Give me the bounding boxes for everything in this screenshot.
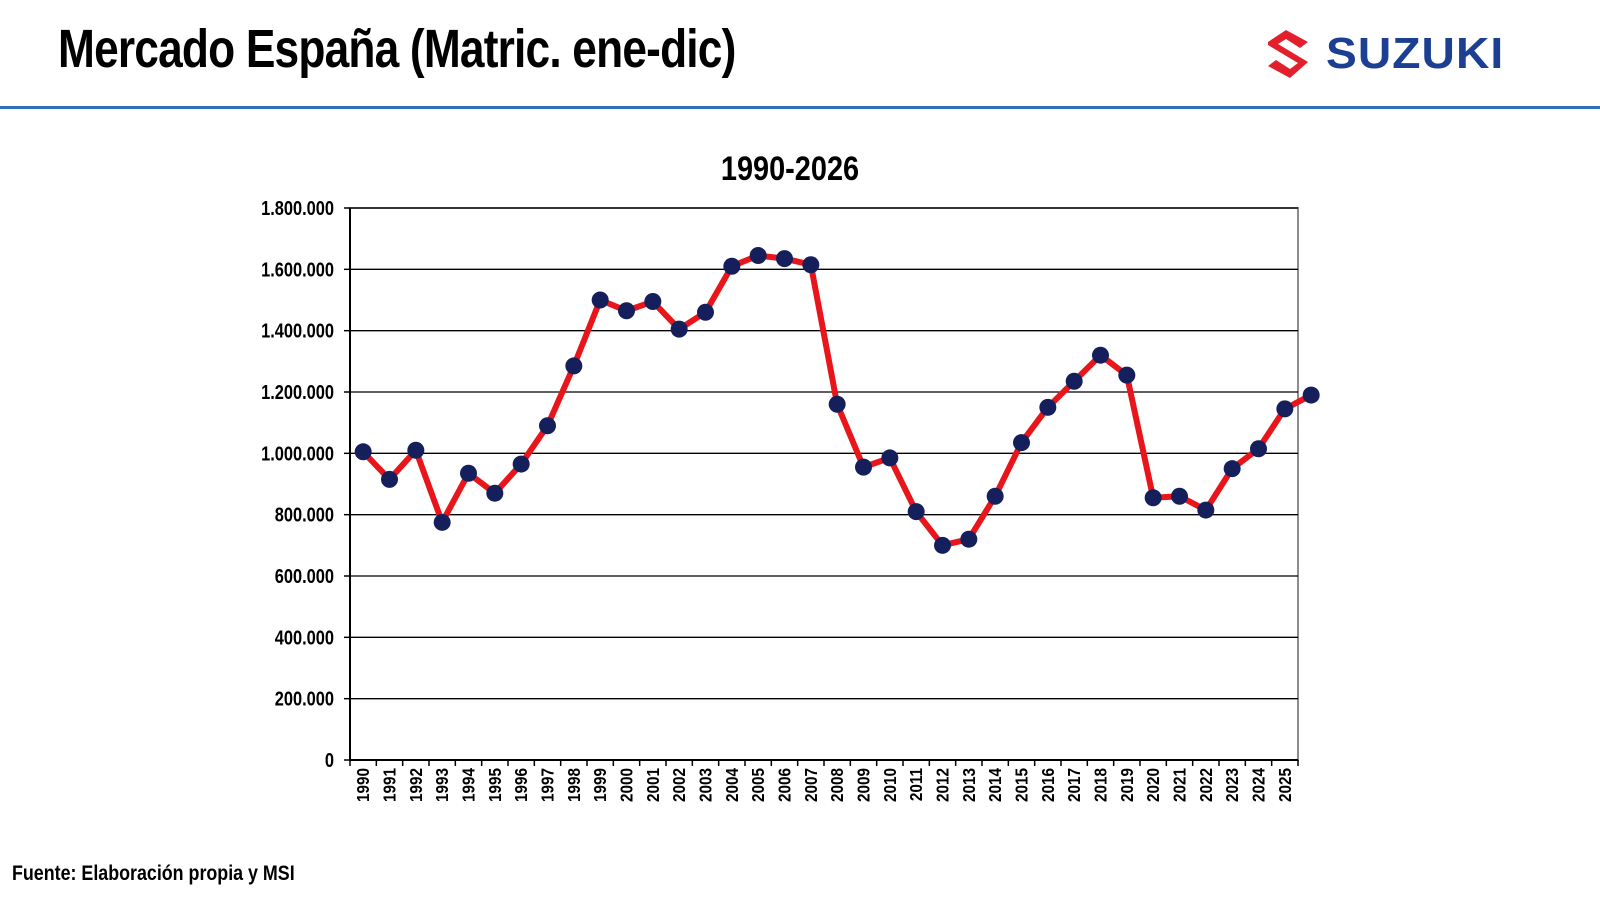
- data-point: [802, 256, 820, 274]
- data-point: [855, 458, 872, 476]
- x-tick-label: 2023: [1222, 768, 1242, 802]
- data-point: [828, 395, 846, 413]
- x-tick-label: 2016: [1038, 768, 1058, 802]
- data-point: [986, 487, 1004, 505]
- data-point: [1171, 487, 1188, 505]
- data-point: [618, 302, 635, 320]
- data-point: [749, 247, 767, 265]
- data-point: [512, 455, 530, 473]
- chart-title: 1990-2026: [721, 149, 859, 188]
- series-group: [354, 247, 1320, 554]
- data-point: [591, 291, 609, 309]
- x-tick-label: 2025: [1275, 768, 1295, 802]
- x-tick-label: 2022: [1196, 768, 1216, 802]
- y-tick-label: 1.400.000: [261, 319, 334, 342]
- x-tick-label: 2017: [1064, 768, 1084, 802]
- data-point: [1302, 386, 1320, 404]
- suzuki-s-logo-icon: [1268, 30, 1308, 78]
- x-tick-label: 2020: [1143, 768, 1163, 802]
- x-tick-label: 2005: [748, 768, 768, 802]
- plot-area: [349, 207, 1299, 761]
- data-point: [1250, 440, 1267, 458]
- y-tick-label: 1.200.000: [261, 380, 334, 403]
- data-point: [934, 536, 951, 554]
- x-tick-label: 2018: [1090, 768, 1110, 802]
- data-point: [1144, 489, 1162, 507]
- x-tick-label: 1995: [485, 768, 505, 802]
- x-tick-label: 1996: [511, 768, 531, 802]
- data-point: [881, 449, 899, 467]
- data-point: [381, 470, 398, 488]
- y-tick-label: 200.000: [275, 687, 334, 710]
- data-point: [1039, 398, 1057, 416]
- x-tick-label: 2010: [880, 768, 900, 802]
- x-tick-label: 2012: [932, 768, 952, 802]
- x-tick-label: 1997: [537, 768, 557, 802]
- x-tick-label: 2021: [1169, 768, 1189, 802]
- x-tick-label: 1991: [379, 768, 399, 802]
- data-point: [565, 357, 583, 375]
- x-tick-label: 2013: [959, 768, 979, 802]
- x-tick-label: 1998: [564, 768, 584, 802]
- grid-lines: [349, 207, 1299, 761]
- data-point: [1197, 501, 1215, 519]
- y-tick-label: 1.000.000: [261, 442, 334, 465]
- y-tick-label: 0: [325, 748, 334, 771]
- data-point: [907, 503, 925, 521]
- x-tick-label: 1999: [590, 768, 610, 802]
- source-note: Fuente: Elaboración propia y MSI: [12, 862, 295, 885]
- data-point: [697, 303, 714, 321]
- data-point: [1118, 366, 1136, 384]
- x-tick-label: 2011: [906, 768, 926, 801]
- x-tick-label: 2007: [801, 768, 821, 802]
- x-tick-label: 2009: [853, 768, 873, 802]
- data-point: [1065, 372, 1083, 390]
- data-point: [1276, 400, 1294, 418]
- brand-name: SUZUKI: [1326, 29, 1505, 78]
- page-title: Mercado España (Matric. ene-dic): [58, 19, 736, 79]
- x-tick-label: 2002: [669, 768, 689, 802]
- x-tick-label: 2014: [985, 767, 1005, 802]
- x-tick-label: 2003: [695, 768, 715, 802]
- x-tick-label: 1994: [458, 767, 478, 802]
- data-point: [1223, 460, 1241, 478]
- x-tick-label: 2001: [643, 768, 663, 802]
- y-axis-ticks: 0 200.000 400.000 600.000 800.000 1.000.000 1.…: [261, 196, 350, 771]
- data-point: [486, 484, 504, 502]
- data-point: [539, 417, 556, 435]
- y-tick-label: 1.600.000: [261, 258, 334, 281]
- data-point: [1013, 434, 1030, 452]
- data-point: [460, 464, 477, 482]
- y-tick-label: 800.000: [275, 503, 334, 526]
- x-tick-label: 2000: [616, 768, 636, 802]
- x-tick-label: 2024: [1248, 767, 1268, 802]
- data-point: [1092, 346, 1109, 364]
- x-tick-label: 1992: [406, 768, 426, 802]
- data-point: [670, 320, 688, 338]
- x-tick-label: 1990: [353, 768, 373, 802]
- x-tick-label: 2019: [1117, 768, 1137, 802]
- x-tick-label: 2008: [827, 768, 847, 802]
- data-point: [723, 257, 741, 275]
- brand-logo: SUZUKI: [1262, 26, 1503, 82]
- y-tick-label: 400.000: [275, 626, 334, 649]
- data-point: [960, 530, 978, 548]
- x-tick-label: 2015: [1011, 768, 1031, 802]
- data-point: [407, 441, 425, 459]
- y-tick-label: 1.800.000: [261, 196, 334, 219]
- data-point: [644, 293, 662, 311]
- data-point: [776, 250, 793, 268]
- x-tick-label: 2004: [722, 767, 742, 802]
- data-point: [433, 513, 451, 531]
- x-axis-ticks: 1990 1991 1992 1993 1994 1995 1996 1997 1998 1999…: [349, 760, 1299, 802]
- x-tick-label: 1993: [432, 768, 452, 802]
- x-tick-label: 2006: [774, 768, 794, 802]
- data-point: [354, 443, 372, 461]
- y-tick-label: 600.000: [275, 564, 334, 587]
- header-divider: [0, 106, 1600, 109]
